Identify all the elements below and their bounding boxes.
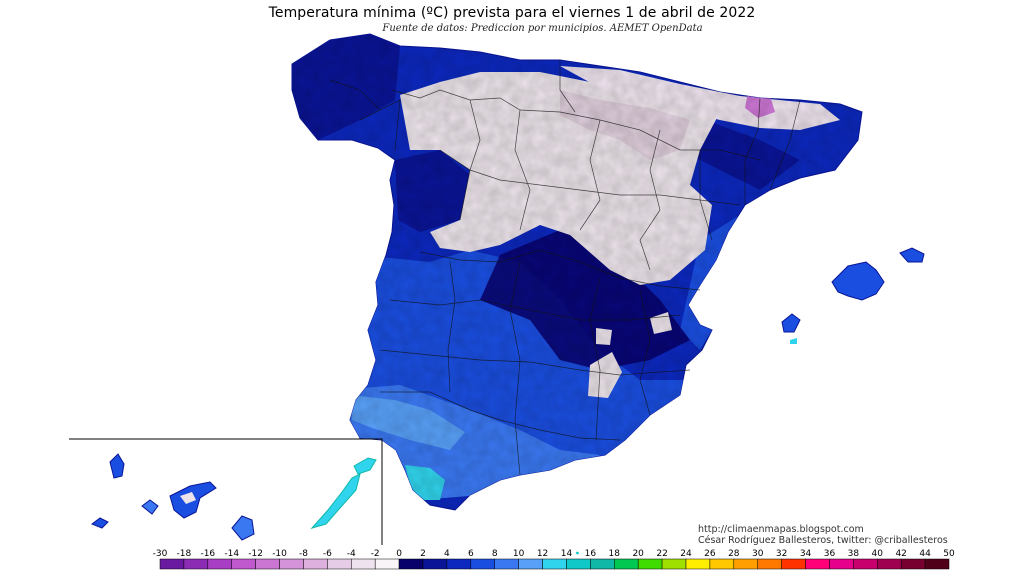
la-palma [109, 453, 125, 479]
fuerteventura [310, 473, 361, 529]
colorbar-label: 18 [609, 549, 621, 559]
colorbar-label: -14 [224, 549, 239, 559]
colorbar-swatch [590, 558, 615, 570]
colorbar-label: 42 [895, 549, 906, 559]
colorbar-swatch [900, 558, 926, 570]
colorbar-swatch [637, 558, 663, 570]
colorbar-swatch [853, 558, 878, 570]
colorbar-swatch [398, 558, 424, 570]
colorbar-swatch [303, 558, 328, 570]
colorbar-label: 4 [444, 549, 450, 559]
colorbar-label: 30 [752, 549, 764, 559]
colorbar-swatch [351, 558, 376, 570]
colorbar-label: 26 [704, 549, 716, 559]
colorbar-swatch [781, 558, 806, 570]
colorbar-swatch [757, 558, 782, 570]
colorbar-swatch [183, 558, 209, 570]
colorbar-swatch [924, 558, 950, 570]
colorbar-label: 32 [776, 549, 787, 559]
colorbar-swatch [709, 558, 735, 570]
colorbar-swatch [518, 558, 543, 570]
colorbar-swatch [494, 558, 519, 570]
colorbar-tick-marker [576, 551, 579, 555]
gran-canaria [231, 515, 255, 541]
colorbar-swatch [614, 558, 639, 570]
colorbar-label: 0 [396, 549, 402, 559]
map-subtitle: Fuente de datos: Prediccion por municipi… [382, 23, 703, 34]
colorbar-swatch [279, 558, 304, 570]
colorbar-label: -8 [299, 549, 308, 559]
la-gomera [141, 499, 159, 515]
colorbar-label: 8 [492, 549, 498, 559]
colorbar-label: -12 [248, 549, 263, 559]
balearic-islands [781, 247, 925, 344]
colorbar-label: 40 [872, 549, 884, 559]
canary-inset [69, 438, 383, 545]
colorbar-swatch [877, 558, 902, 570]
credit-author: César Rodríguez Ballesteros, twitter: @c… [698, 535, 948, 546]
colorbar-label: 16 [585, 549, 597, 559]
colorbar-label: -4 [347, 549, 356, 559]
province-borders [329, 60, 801, 476]
colorbar-swatch [255, 558, 280, 570]
colorbar-label: 28 [728, 549, 740, 559]
colorbar-label: -30 [153, 549, 168, 559]
colorbar-label: 34 [800, 549, 812, 559]
colorbar-label: 50 [943, 549, 955, 559]
colorbar-label: 22 [656, 549, 667, 559]
lanzarote [353, 457, 377, 475]
colorbar-swatch [733, 558, 758, 570]
colorbar-swatch [805, 558, 830, 570]
colorbar-label: 10 [513, 549, 525, 559]
colorbar-swatch [661, 558, 687, 570]
colorbar-swatch [422, 558, 448, 570]
mallorca [831, 261, 885, 301]
colorbar-swatch [829, 558, 854, 570]
peninsula-map [291, 33, 863, 511]
colorbar-label: -18 [177, 549, 192, 559]
colorbar-swatch [207, 558, 232, 570]
colorbar-swatch [542, 558, 567, 570]
colorbar-label: 24 [680, 549, 692, 559]
colorbar-swatch [231, 558, 256, 570]
colorbar-swatch [685, 558, 711, 570]
colorbar-label: 2 [420, 549, 426, 559]
colorbar-label: 12 [537, 549, 548, 559]
colorbar-label: 36 [824, 549, 836, 559]
colorbar-label: -16 [200, 549, 215, 559]
colorbar-label: 6 [468, 549, 474, 559]
temperature-map [69, 33, 925, 545]
menorca [899, 247, 925, 263]
colorbar-label: 38 [848, 549, 860, 559]
ibiza [781, 313, 801, 333]
colorbar-label: -10 [272, 549, 287, 559]
colorbar-label: 14 [561, 549, 573, 559]
formentera [790, 338, 797, 344]
credit-url: http://climaenmapas.blogspot.com [698, 524, 864, 535]
colorbar-swatch [327, 558, 352, 570]
temperature-colorbar: -30 -18 -16 -14 -12 -10 -8 -6 -4 -2 0 2 4 6 8 10 12 14 16 1… [153, 549, 955, 570]
map-title: Temperatura mínima (ºC) prevista para el… [268, 5, 756, 21]
canary-inset-frame [69, 438, 383, 545]
colorbar-label: -2 [371, 549, 380, 559]
colorbar-label: -6 [323, 549, 332, 559]
colorbar-label: 20 [632, 549, 644, 559]
colorbar-swatch [566, 558, 591, 570]
colorbar-swatch [470, 558, 495, 570]
el-hierro [90, 517, 109, 529]
tenerife-teide [180, 492, 196, 504]
colorbar-swatch [159, 558, 185, 570]
colorbar-swatch [446, 558, 472, 570]
colorbar-label: 44 [919, 549, 931, 559]
colorbar-swatch [374, 558, 400, 570]
